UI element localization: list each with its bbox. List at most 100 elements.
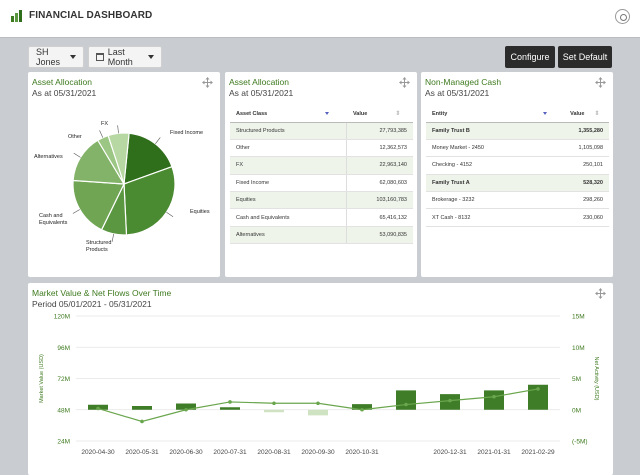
chevron-down-icon [70,55,76,59]
x-tick-label: 2021-01-31 [477,449,511,456]
line-market-value [97,388,539,423]
panel-subtitle: As at 05/31/2021 [229,88,294,98]
point-market-value [536,387,540,391]
bar-net-activity [352,404,372,410]
sort-icon: ⇕ [395,111,401,118]
leader-line-other [99,130,104,138]
table-row[interactable]: FX 22,963,140 [230,156,413,175]
panel-title: Asset Allocation [229,77,290,87]
panel-title: Asset Allocation [32,77,93,87]
x-tick-label: 2021-02-29 [521,449,555,456]
y-tick-label: 96M [57,345,70,352]
bar-net-activity [176,403,196,410]
point-market-value [404,402,408,407]
table-row[interactable]: Other 12,362,573 [230,139,413,158]
table-row[interactable]: Equities 103,160,783 [230,191,413,210]
app-title: FINANCIAL DASHBOARD [29,10,153,21]
calendar-icon [96,53,104,61]
panel-title: Market Value & Net Flows Over Time [32,288,172,298]
period-label: Last Month [107,47,133,67]
table-row[interactable]: Family Trust B 1,355,280 [426,122,609,140]
point-market-value [228,400,232,404]
pie-slice-alternatives [72,139,126,185]
move-icon[interactable] [399,77,410,88]
pie-label-equities: Equities [190,209,210,215]
pie-label-other: Other [68,134,82,140]
x-tick-label: 2020-08-31 [257,449,291,456]
panel-subtitle: As at 05/31/2021 [32,88,97,98]
leader-line-alternatives [73,152,81,158]
configure-button[interactable]: Configure [505,46,555,68]
allocation-pie-chart [72,125,176,242]
move-icon[interactable] [595,288,606,299]
x-tick-label: 2020-04-30 [81,449,115,456]
client-label: SH Jones [36,47,61,67]
y2-axis-title: Net Activity (USD) [593,356,599,400]
pie-label-fixed-income: Fixed Income [170,130,204,136]
point-market-value [360,407,364,412]
y-tick-label: 72M [57,376,70,383]
table-row[interactable]: Checking - 4152 250,101 [426,156,609,175]
pie-slice-cash-and-equivalents [72,179,125,231]
pie-label-structured: Structured Products [86,240,112,253]
table-row[interactable]: Structured Products 27,793,385 [230,122,413,140]
bar-net-activity [484,390,504,410]
y-axis-title: Market Value (USD) [39,354,45,403]
market-value-panel: Market Value & Net Flows Over Time Perio… [28,283,613,475]
bar-net-activity [132,406,152,410]
pie-label-alternatives: Alternatives [34,154,63,160]
move-icon[interactable] [202,77,213,88]
point-market-value [492,394,496,399]
table-row[interactable]: XT Cash - 8132 230,060 [426,208,609,227]
leader-line-fx [117,125,119,134]
period-dropdown[interactable]: Last Month [88,46,162,68]
y2-tick-label: 0M [572,407,581,414]
table-row[interactable]: Alternatives 53,090,835 [230,226,413,245]
client-dropdown[interactable]: SH Jones [28,46,84,68]
bar-net-activity [220,407,240,410]
y-tick-label: 24M [57,439,70,446]
bar-net-activity [264,409,284,413]
panel-subtitle: As at 05/31/2021 [425,88,490,98]
x-tick-label: 2020-05-31 [125,449,159,456]
y-tick-label: 48M [57,407,70,414]
x-tick-label: 2020-06-30 [169,449,203,456]
panel-subtitle: Period 05/01/2021 - 05/31/2021 [32,299,152,309]
column-header-value[interactable]: Value ⇕ [564,106,609,123]
bar-net-activity [308,409,328,416]
column-header-entity[interactable]: Entity [426,106,565,123]
leader-line-cash-and-equivalents [72,209,80,214]
market-value-chart: 120M 96M 72M 48M 24M 15M 10M 5M 0M (-5M) Market Va… [39,314,599,457]
x-tick-label: 2020-09-30 [301,449,335,456]
asset-allocation-pie-panel: Asset Allocation As at 05/31/2021 Fixed … [28,72,220,277]
leader-line-fixed-income [155,137,161,144]
column-header-asset-class[interactable]: Asset Class [230,106,347,123]
move-icon[interactable] [595,77,606,88]
non-managed-cash-table: Entity Value ⇕ Family Trust B 1,355,280 Mo… [426,106,609,227]
x-tick-label: 2020-07-31 [213,449,247,456]
bar-net-activity [528,384,548,410]
y2-tick-label: (-5M) [572,439,588,446]
table-row[interactable]: Money Market - 2450 1,105,098 [426,139,609,158]
asset-allocation-table-panel: Asset Allocation As at 05/31/2021 Asset … [225,72,417,277]
settings-icon[interactable] [615,9,630,24]
set-default-button[interactable]: Set Default [558,46,612,68]
y2-tick-label: 10M [572,345,585,352]
table-row[interactable]: Family Trust A 528,320 [426,174,609,193]
table-row[interactable]: Cash and Equivalents 65,416,132 [230,208,413,227]
y-tick-label: 120M [54,314,70,321]
leader-line-structured-products [111,233,114,242]
y2-tick-label: 5M [572,376,581,383]
sort-desc-icon [325,111,330,115]
chevron-down-icon [148,55,154,59]
point-market-value [316,401,320,406]
top-bar: FINANCIAL DASHBOARD [0,0,640,38]
point-market-value [272,401,276,406]
column-header-value[interactable]: Value ⇕ [346,106,413,123]
x-tick-label: 2020-12-31 [433,449,467,456]
table-row[interactable]: Brokerage - 3232 298,260 [426,191,609,210]
sort-icon: ⇕ [594,111,600,118]
y2-tick-label: 15M [572,314,585,321]
sort-desc-icon [543,111,548,115]
table-row[interactable]: Fixed Income 62,080,603 [230,174,413,193]
